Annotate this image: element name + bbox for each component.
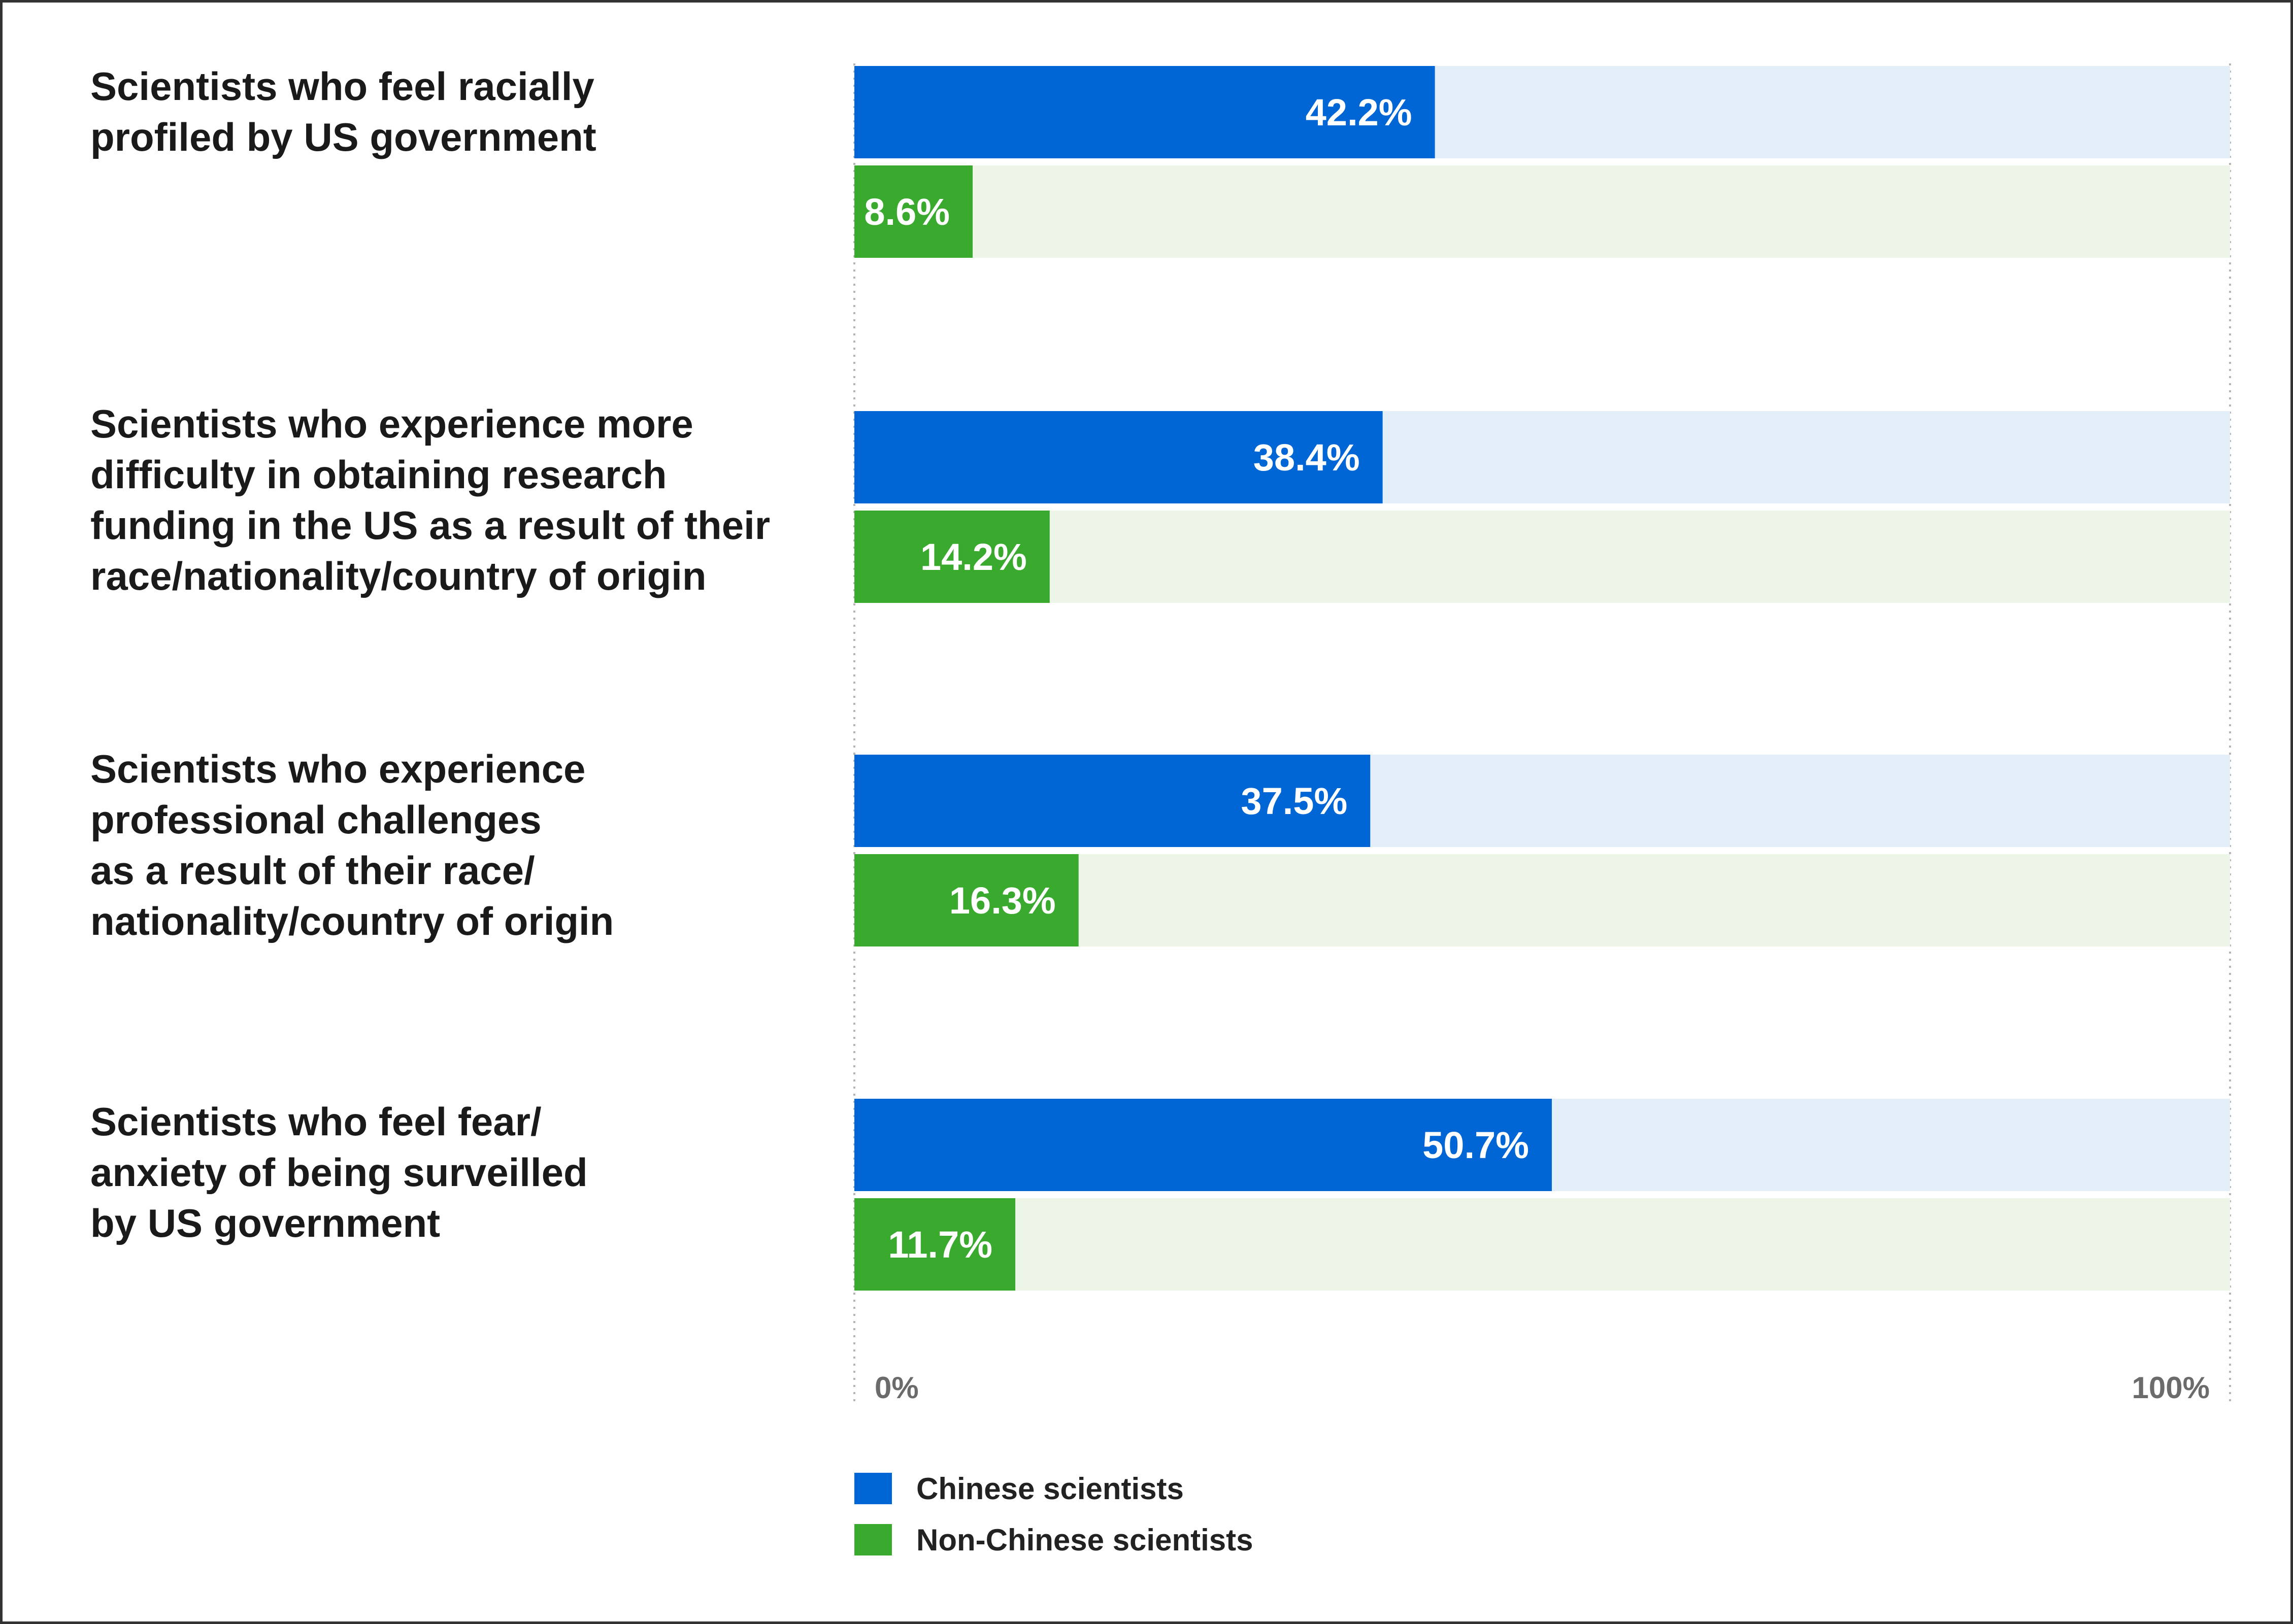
axis-tick-label-max: 100% <box>2132 1371 2210 1405</box>
data-label-chinese-3: 37.5% <box>1241 780 1347 822</box>
bar-chinese-4 <box>854 1099 1552 1191</box>
legend-swatch-chinese <box>854 1473 892 1504</box>
bar-track-non-chinese-2 <box>854 511 2230 603</box>
data-label-non-chinese-2: 14.2% <box>920 536 1027 578</box>
category-label-2: Scientists who experience more difficult… <box>90 401 771 598</box>
legend-swatch-non-chinese <box>854 1524 892 1555</box>
bar-non-chinese-4 <box>854 1198 1016 1291</box>
bar-track-non-chinese-4 <box>854 1198 2230 1291</box>
data-label-non-chinese-4: 11.7% <box>888 1224 992 1266</box>
bar-chinese-1 <box>854 66 1435 158</box>
data-label-non-chinese-3: 16.3% <box>949 879 1056 922</box>
bar-track-non-chinese-3 <box>854 854 2230 946</box>
category-label-4: Scientists who feel fear/ anxiety of bei… <box>90 1099 588 1245</box>
data-label-chinese-2: 38.4% <box>1253 436 1360 479</box>
bar-track-non-chinese-1 <box>854 165 2230 258</box>
legend-item-non-chinese: Non-Chinese scientists <box>854 1522 1253 1558</box>
axis-tick-label-min: 0% <box>875 1371 919 1405</box>
bar-chinese-2 <box>854 411 1383 503</box>
data-label-non-chinese-1: 8.6% <box>864 191 950 233</box>
legend-label-non-chinese: Non-Chinese scientists <box>916 1522 1253 1557</box>
data-label-chinese-1: 42.2% <box>1306 91 1412 133</box>
bar-non-chinese-3 <box>854 854 1079 946</box>
category-label-3: Scientists who experience professional c… <box>90 747 614 943</box>
bar-non-chinese-1 <box>854 165 973 258</box>
category-label-1: Scientists who feel racially profiled by… <box>90 64 596 159</box>
data-label-chinese-4: 50.7% <box>1422 1124 1529 1166</box>
bar-chinese-3 <box>854 755 1371 847</box>
legend-item-chinese: Chinese scientists <box>854 1471 1184 1506</box>
legend-label-chinese: Chinese scientists <box>916 1471 1184 1506</box>
bar-non-chinese-2 <box>854 511 1050 603</box>
